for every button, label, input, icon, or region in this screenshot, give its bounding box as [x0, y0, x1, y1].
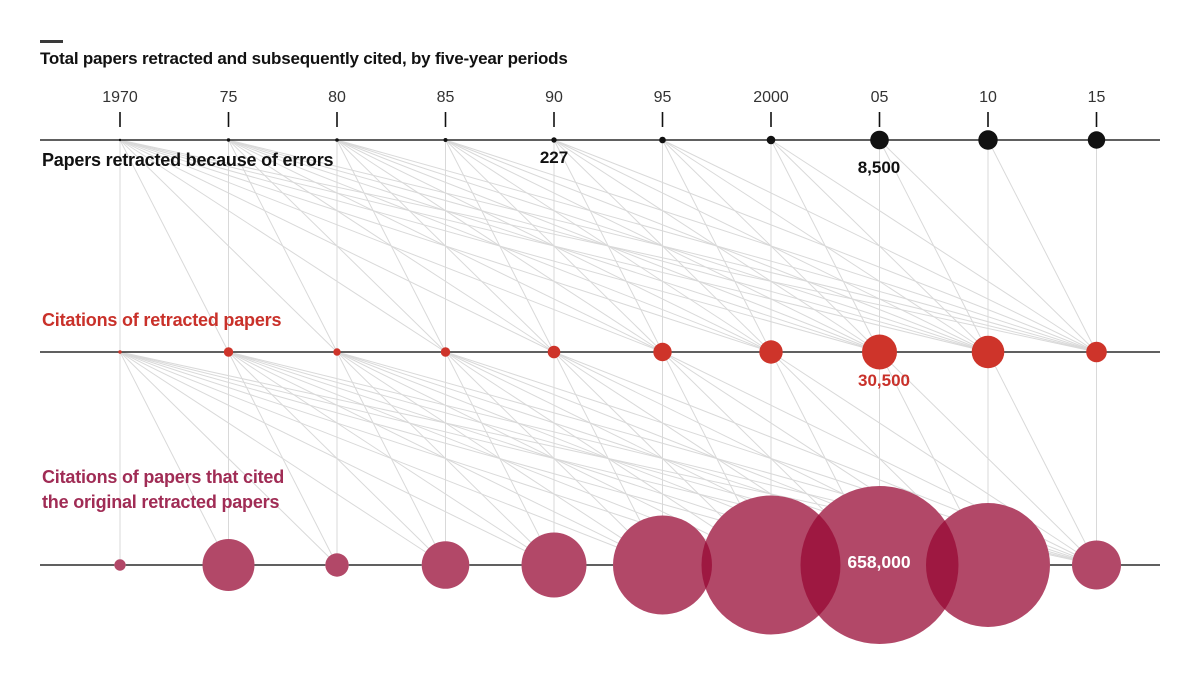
connector-retracted-85-to-90: [445, 139, 555, 353]
value-label-8500: 8,500: [857, 158, 901, 177]
year-label-10: 10: [979, 89, 997, 106]
connector-citations-85-to-90: [445, 351, 555, 566]
connector-retracted-80-to-85: [336, 139, 446, 353]
title-dash-rule: [40, 40, 63, 43]
bubble-second-citations-1970: [114, 559, 126, 571]
connector-retracted-95-to-05: [662, 139, 880, 353]
connector-retracted-75-to-80: [228, 139, 338, 353]
bubble-second-citations-05: [800, 486, 959, 644]
bubble-second-citations-85: [421, 541, 470, 589]
connector-retracted-05-to-15: [879, 139, 1097, 353]
connector-citations-1970-to-75: [119, 351, 229, 566]
year-label-15: 15: [1087, 89, 1106, 106]
connector-retracted-10-to-15: [987, 139, 1097, 353]
bubble-second-citations-10: [926, 503, 1050, 627]
dot-citations-95: [653, 342, 672, 362]
dot-retracted-95: [659, 136, 666, 144]
series-label-second-citations-line2: the original retracted papers: [42, 492, 280, 512]
series-label-second-citations-line1: Citations of papers that cited: [42, 467, 285, 487]
dot-retracted-15: [1087, 131, 1106, 149]
series-label-retracted: Papers retracted because of errors: [42, 150, 334, 170]
bubble-second-citations-2000: [701, 495, 841, 635]
dot-citations-10: [971, 335, 1005, 369]
year-label-85: 85: [436, 89, 455, 106]
dot-retracted-80: [335, 138, 339, 142]
connector-retracted-85-to-95: [445, 139, 663, 353]
connector-citations-75-to-80: [228, 351, 338, 566]
chart-title: Total papers retracted and subsequently …: [40, 49, 568, 68]
dot-retracted-1970: [118, 138, 122, 142]
dot-citations-90: [547, 345, 561, 359]
year-label-80: 80: [328, 89, 346, 106]
dot-citations-85: [440, 347, 451, 357]
connector-citations-10-to-15: [987, 351, 1097, 566]
value-label-658000: 658,000: [847, 552, 911, 572]
bubble-second-citations-80: [325, 553, 349, 577]
year-label-05: 05: [870, 89, 889, 106]
connector-retracted-95-to-2000: [662, 139, 772, 353]
dot-citations-2000: [759, 340, 783, 364]
dot-citations-1970: [118, 350, 122, 354]
connector-retracted-2000-to-05: [770, 139, 880, 353]
connector-retracted-75-to-85: [228, 139, 446, 353]
connector-retracted-90-to-2000: [553, 139, 772, 353]
connector-citations-1970-to-80: [119, 351, 338, 566]
dot-retracted-2000: [766, 135, 776, 145]
bubble-second-citations-90: [521, 532, 587, 598]
bubble-second-citations-95: [613, 515, 712, 615]
connector-retracted-2000-to-10: [770, 139, 989, 353]
dot-citations-15: [1086, 341, 1107, 363]
dot-retracted-85: [443, 138, 448, 142]
dot-citations-75: [223, 347, 234, 357]
connector-retracted-1970-to-75: [119, 139, 229, 353]
connector-retracted-05-to-10: [879, 139, 989, 353]
connector-citations-75-to-85: [228, 351, 446, 566]
year-label-75: 75: [219, 89, 238, 106]
dot-citations-80: [333, 348, 341, 356]
connector-retracted-1970-to-80: [119, 139, 338, 353]
value-label-30500: 30,500: [858, 371, 910, 390]
bubble-second-citations-75: [202, 539, 255, 591]
year-label-95: 95: [653, 89, 672, 106]
year-label-90: 90: [545, 89, 563, 106]
dot-retracted-10: [978, 130, 998, 150]
connector-citations-80-to-85: [336, 351, 446, 566]
series-label-citations: Citations of retracted papers: [42, 310, 282, 330]
dot-retracted-75: [226, 138, 231, 142]
connector-retracted-90-to-95: [553, 139, 663, 353]
bubble-second-citations-15: [1072, 540, 1121, 590]
connector-citations-85-to-95: [445, 351, 663, 566]
connector-citations-80-to-90: [336, 351, 555, 566]
series-label-second-citations: Citations of papers that cited the origi…: [42, 465, 284, 515]
value-label-227: 227: [539, 148, 569, 167]
dot-citations-05: [862, 334, 897, 370]
dot-retracted-05: [870, 130, 889, 150]
connector-retracted-80-to-90: [336, 139, 555, 353]
connector-citations-05-to-15: [879, 351, 1097, 566]
year-label-2000: 2000: [753, 89, 789, 106]
dot-retracted-90: [551, 137, 557, 143]
year-label-1970: 1970: [102, 89, 138, 106]
